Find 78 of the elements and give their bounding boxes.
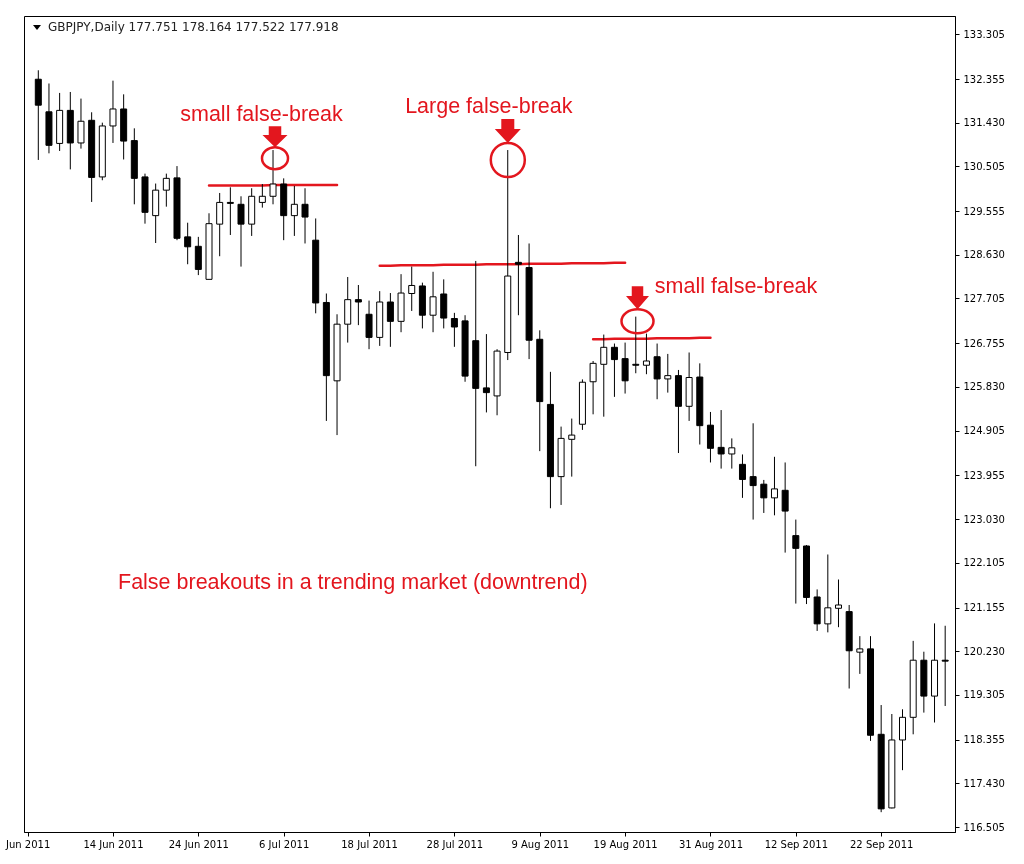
y-tick-label: 121.155 <box>963 602 1005 614</box>
y-tick-label: 132.355 <box>963 73 1005 85</box>
y-tick-label: 126.755 <box>963 337 1005 349</box>
y-tick-label: 128.630 <box>963 249 1005 261</box>
y-tick-label: 123.030 <box>963 513 1005 525</box>
candlestick <box>514 234 522 316</box>
y-tick-label: 125.830 <box>963 381 1005 393</box>
candlestick <box>568 418 576 478</box>
y-tick-label: 131.430 <box>963 117 1005 129</box>
candlestick <box>450 312 458 348</box>
x-tick-label: 6 Jul 2011 <box>259 838 310 850</box>
x-tick-label: 12 Sep 2011 <box>764 838 829 850</box>
x-tick-label: 19 Aug 2011 <box>593 838 658 850</box>
y-tick-label: 133.305 <box>963 28 1005 40</box>
candlestick <box>226 186 234 236</box>
y-tick-label: 127.705 <box>963 292 1005 304</box>
candlestick <box>610 343 618 398</box>
candlestick <box>824 553 832 633</box>
candlestick <box>706 411 714 463</box>
candlestick <box>429 271 437 333</box>
candlestick <box>269 149 277 205</box>
candlestick <box>301 187 309 244</box>
candlestick <box>482 333 490 413</box>
candlestick <box>738 453 746 499</box>
candlestick <box>717 409 725 470</box>
x-tick-label: 22 Sep 2011 <box>849 838 914 850</box>
x-tick-label: 31 Aug 2011 <box>678 838 743 850</box>
x-tick-label: 18 Jul 2011 <box>341 838 398 850</box>
candlestick <box>589 360 597 415</box>
x-tick-label: 9 Aug 2011 <box>511 838 570 850</box>
candlestick <box>600 334 608 418</box>
y-tick-label: 122.105 <box>963 557 1005 569</box>
annotation: small false-break <box>654 273 818 298</box>
y-tick-label: 116.505 <box>963 821 1005 833</box>
candlestick <box>728 437 736 470</box>
candlestick <box>194 236 202 276</box>
x-tick-label: Jun 2011 <box>5 838 51 850</box>
candlestick <box>162 173 170 208</box>
candlestick <box>408 266 416 312</box>
candlestick <box>354 284 362 326</box>
candlestick <box>792 519 800 605</box>
candlestick <box>749 422 757 521</box>
y-tick-label: 118.355 <box>963 734 1005 746</box>
y-tick-label: 129.555 <box>963 205 1005 217</box>
candlestick <box>258 183 266 209</box>
candlestick <box>290 185 298 237</box>
y-tick-label: 124.905 <box>963 425 1005 437</box>
candlestick <box>941 625 949 707</box>
candlestick <box>642 333 650 375</box>
candlestick <box>834 579 842 628</box>
candlestick <box>386 292 394 348</box>
candlestick <box>653 343 661 400</box>
candlestick <box>77 98 85 150</box>
candlestick <box>109 80 117 144</box>
candlestick <box>632 316 640 374</box>
candlestick <box>760 479 768 514</box>
chart-title: GBPJPY,Daily 177.751 178.164 177.522 177.918 <box>48 20 339 34</box>
candlestick <box>621 342 629 395</box>
candlestick <box>770 456 778 516</box>
y-tick-label: 120.230 <box>963 645 1005 657</box>
candlestick <box>184 222 192 265</box>
candlestick <box>365 300 373 350</box>
candlestick <box>899 708 907 771</box>
annotation: small false-break <box>180 101 343 126</box>
annotation: False breakouts in a trending market (downtrend) <box>118 570 588 594</box>
y-tick-label: 123.955 <box>963 469 1005 481</box>
x-tick-label: 28 Jul 2011 <box>426 838 484 850</box>
candlestick <box>237 195 245 268</box>
candlestick <box>856 635 864 675</box>
y-tick-label: 119.305 <box>963 689 1005 701</box>
candlestick <box>781 461 789 554</box>
y-tick-label: 117.430 <box>963 777 1005 789</box>
candlestick <box>664 353 672 394</box>
annotation: Large false-break <box>405 93 573 118</box>
candlestick <box>216 192 224 257</box>
y-tick-label: 130.505 <box>963 160 1005 172</box>
x-tick-label: 14 Jun 2011 <box>83 838 144 850</box>
x-tick-label: 24 Jun 2011 <box>168 838 229 850</box>
